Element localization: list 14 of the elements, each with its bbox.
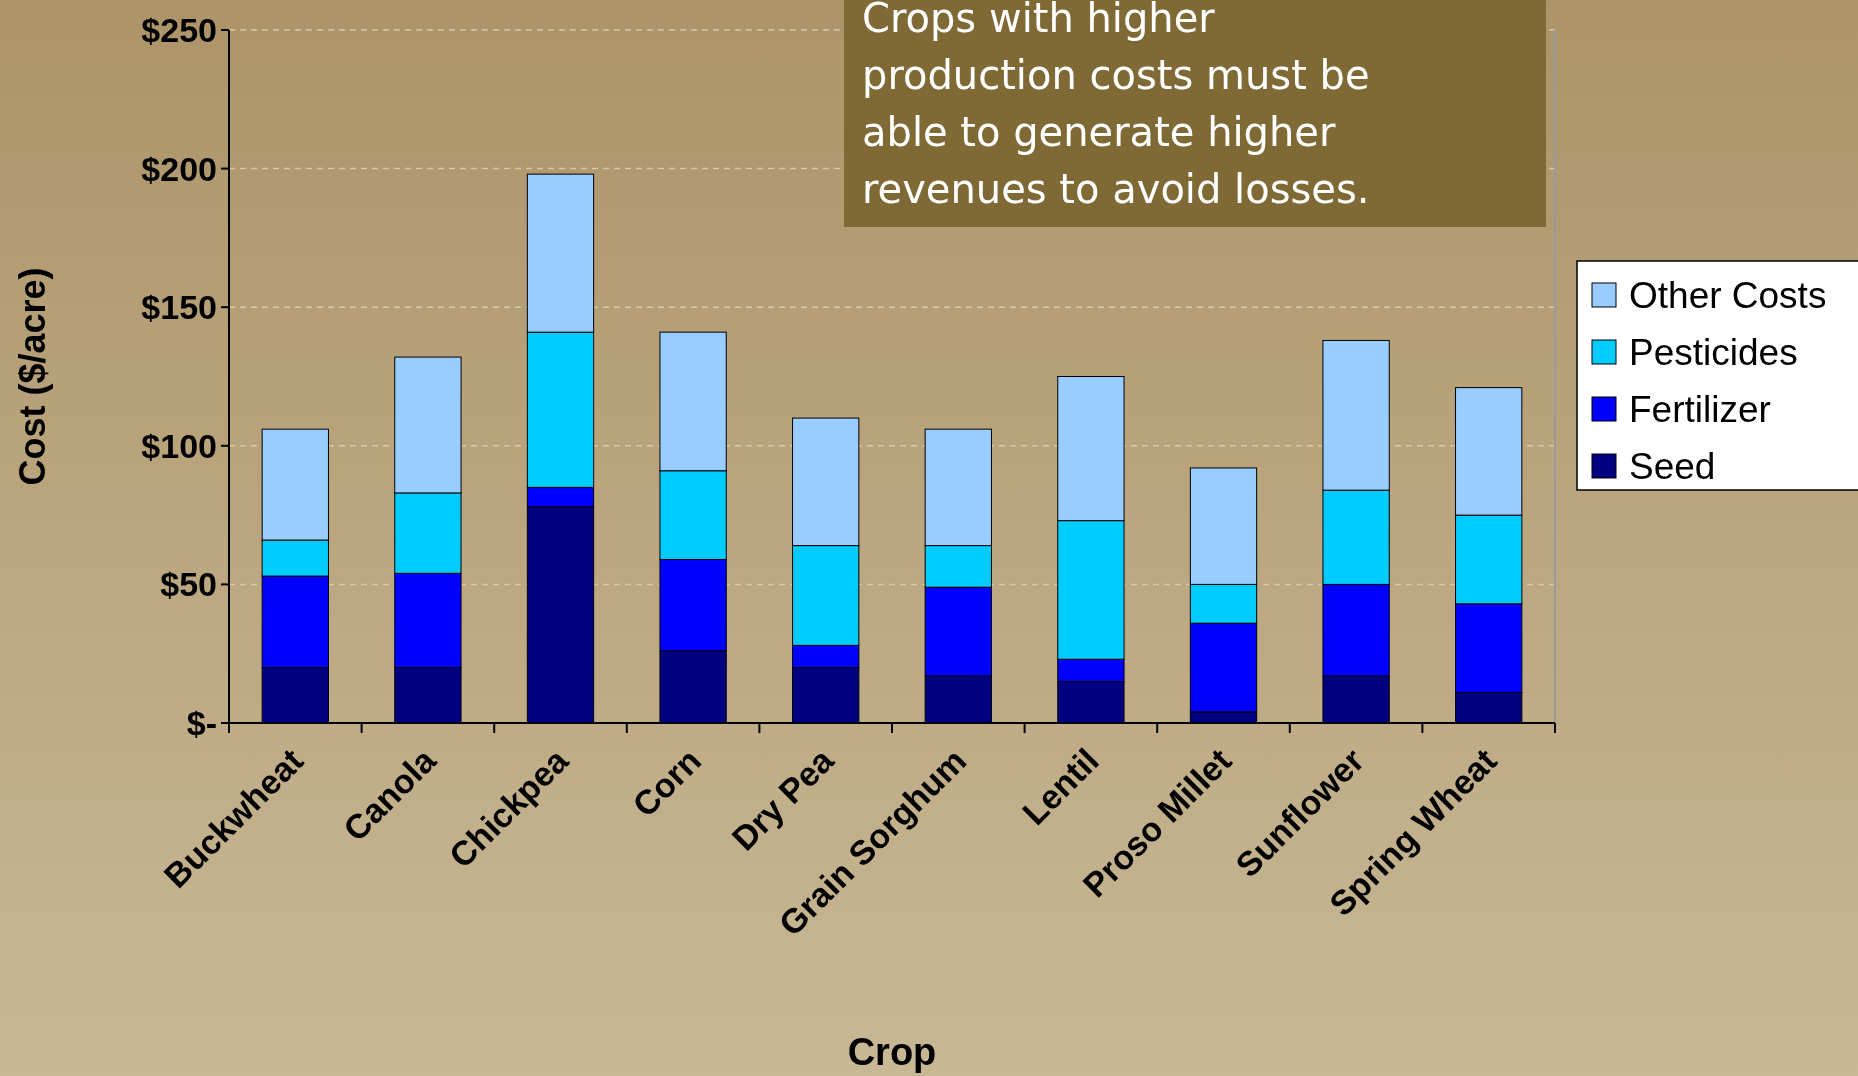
legend-label: Pesticides [1629,331,1798,373]
legend-label: Other Costs [1629,274,1827,316]
y-tick-label: $100 [141,426,217,465]
y-tick-label: $150 [141,288,217,327]
y-axis-title: Cost ($/acre) [12,267,53,486]
y-tick-label: $200 [141,149,217,188]
x-tick-label: Dry Pea [724,740,842,858]
annotation: Crops with higher production costs must be able to generate higher revenues to avoid losses. [862,0,1370,212]
y-tick-label: $50 [160,565,217,604]
x-axis-title: Crop [847,1031,937,1073]
y-tick-label: $250 [141,10,217,49]
legend-label: Fertilizer [1629,388,1771,430]
legend-label: Seed [1629,445,1716,487]
y-tick-label: $- [186,703,217,742]
